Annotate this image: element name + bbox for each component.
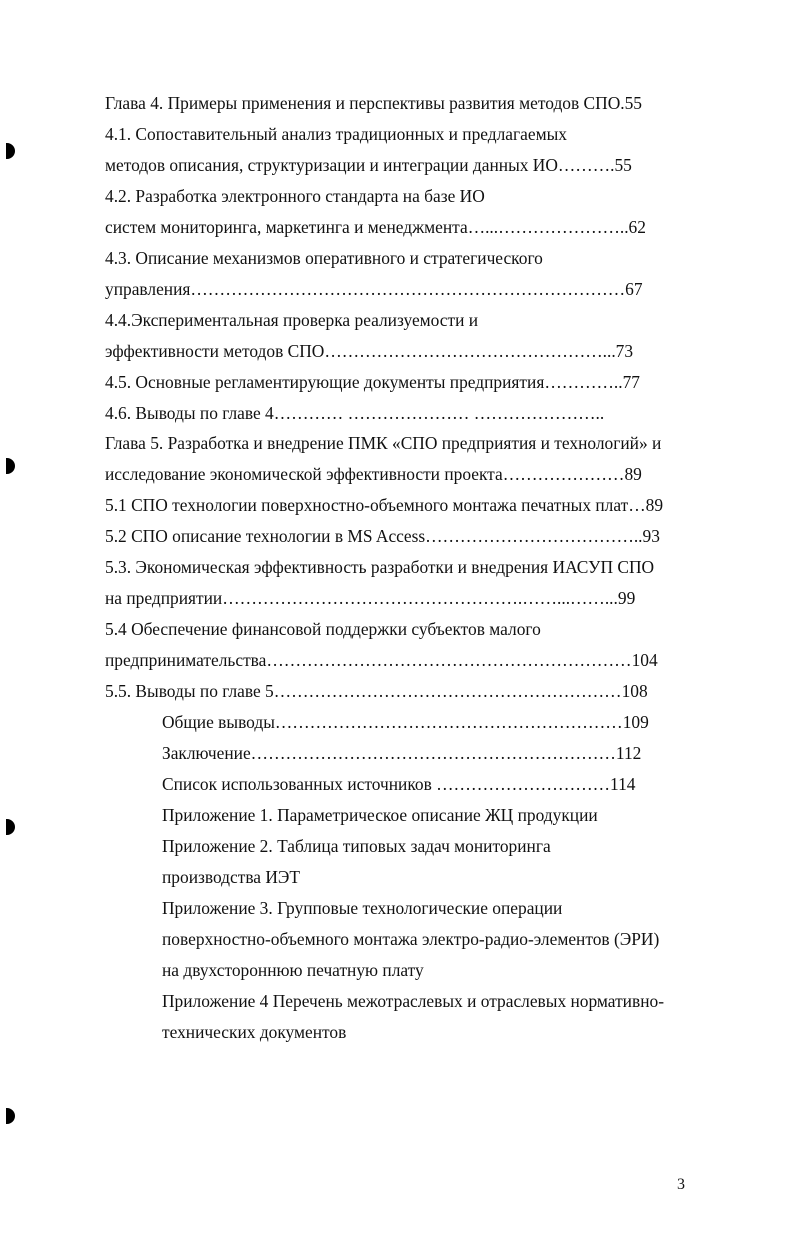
toc-entry: 4.3. Описание механизмов оперативного и …: [105, 247, 543, 268]
toc-entry: 4.6. Выводы по главе 4………… ………………… ………………: [105, 402, 605, 423]
binder-hole-mark: [6, 143, 15, 159]
toc-entry: на предприятии…………………………………………….……...…….…: [105, 588, 636, 609]
toc-entry: 4.5. Основные регламентирующие документы…: [105, 371, 640, 392]
toc-entry: Заключение………………………………………………………112: [162, 742, 642, 763]
toc-entry: технических документов: [162, 1021, 347, 1042]
toc-entry: поверхностно-объемного монтажа электро-р…: [162, 928, 660, 949]
toc-entry: производства ИЭТ: [162, 866, 301, 887]
toc-entry: Глава 4. Примеры применения и перспектив…: [105, 93, 643, 113]
toc-entry: 4.4.Экспериментальная проверка реализуем…: [105, 309, 479, 330]
toc-entry: Список использованных источников ……………………: [162, 773, 636, 794]
toc-entry: методов описания, структуризации и интег…: [105, 154, 632, 175]
binder-hole-mark: [6, 458, 15, 474]
binder-hole-mark: [6, 819, 15, 835]
toc-entry: 5.2 СПО описание технологии в MS Access……: [105, 526, 660, 547]
toc-entry: эффективности методов СПО…………………………………………: [105, 340, 634, 361]
toc-entry: Приложение 2. Таблица типовых задач мони…: [162, 835, 551, 856]
toc-entry: систем мониторинга, маркетинга и менеджм…: [105, 216, 646, 237]
toc-entry: Приложение 3. Групповые технологические …: [162, 897, 563, 918]
toc-entry: Общие выводы……………………………………………………109: [162, 712, 649, 732]
toc-entry: 5.4 Обеспечение финансовой поддержки суб…: [105, 619, 541, 640]
toc-entry: 5.1 СПО технологии поверхностно-объемног…: [105, 495, 664, 516]
toc-entry: 5.5. Выводы по главе 5…………………………………………………: [105, 681, 648, 702]
toc-entry: 4.2. Разработка электронного стандарта н…: [105, 185, 485, 206]
toc-entry: исследование экономической эффективности…: [105, 464, 642, 485]
toc-entry: Приложение 4 Перечень межотраслевых и от…: [162, 990, 664, 1011]
toc-entry: на двухстороннюю печатную плату: [162, 959, 424, 980]
toc-entry: предпринимательства…………………………………………………………: [105, 650, 658, 671]
binder-hole-mark: [6, 1108, 15, 1124]
toc-entry: Глава 5. Разработка и внедрение ПМК «СПО…: [105, 433, 662, 454]
toc-entry: управления…………………………………………………………………67: [105, 278, 643, 299]
toc-entry: 5.3. Экономическая эффективность разрабо…: [105, 557, 655, 578]
toc-entry: 4.1. Сопоставительный анализ традиционны…: [105, 123, 567, 144]
page-number: 3: [677, 1176, 685, 1193]
toc-entry: Приложение 1. Параметрическое описание Ж…: [162, 804, 598, 825]
